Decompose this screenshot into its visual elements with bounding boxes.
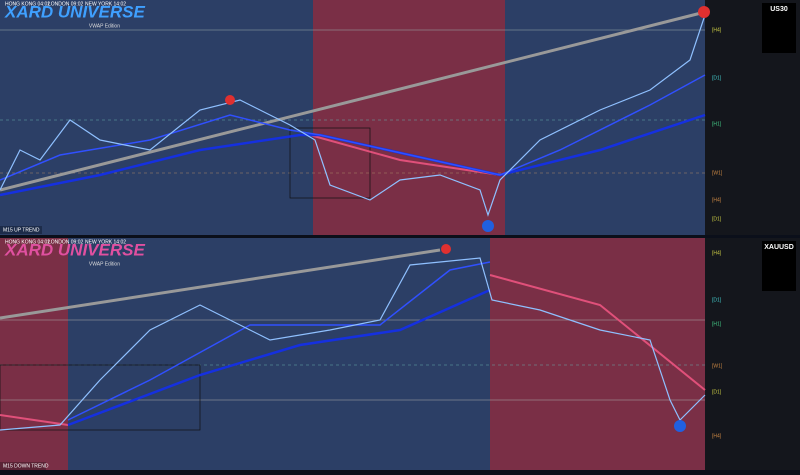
trend-label: M15 UP TREND (3, 227, 40, 233)
subtitle: VWAP Edition (89, 23, 120, 29)
range-box (0, 364, 201, 431)
price-line (0, 14, 706, 217)
session-label: HONG KONG 04:02 (5, 239, 50, 245)
signal-icon (698, 6, 710, 18)
session-zone (0, 0, 313, 235)
ma-line (67, 288, 491, 427)
range-box (289, 127, 371, 199)
price-line (0, 257, 706, 431)
level-label: [W1] (712, 363, 723, 369)
ma-line (309, 134, 501, 176)
title: XARD UNIVERSE (4, 240, 145, 259)
trend-line (0, 248, 441, 320)
ma-line (489, 274, 706, 391)
level-label: [D1] (712, 297, 722, 303)
session-zone (313, 0, 505, 235)
bottom-panel: HONG KONG 04:02 LONDON 09:02 NEW YORK 14… (0, 238, 800, 470)
signal-icon (225, 95, 235, 105)
trend-badge (0, 462, 46, 470)
ma-line (0, 113, 706, 197)
session-label: NEW YORK 14:02 (85, 239, 126, 245)
level-label: [H4] (712, 197, 722, 203)
level-label: [D1] (712, 389, 722, 395)
level-label: [D1] (712, 75, 722, 81)
ma-line (0, 414, 69, 426)
level-label: [H1] (712, 121, 722, 127)
level-label: [W1] (712, 170, 723, 176)
level-label: [H4] (712, 27, 722, 33)
symbol: US30 (770, 6, 788, 13)
trend-badge (0, 226, 42, 234)
info-panel (762, 3, 796, 53)
subtitle: VWAP Edition (89, 261, 120, 267)
level-label: [H1] (712, 321, 722, 327)
info-panel (762, 241, 796, 291)
signal-icon (482, 220, 494, 232)
level-label: [D1] (712, 216, 722, 222)
session-zone (490, 238, 705, 470)
ma-line (0, 74, 706, 181)
session-zone (505, 0, 705, 235)
top-panel: HONG KONG 04:02 LONDON 09:02 NEW YORK 14… (0, 0, 800, 235)
session-label: NEW YORK 14:02 (85, 1, 126, 7)
trend-line (0, 10, 706, 192)
title: XARD UNIVERSE (4, 2, 145, 21)
session-label: LONDON 09:02 (48, 239, 84, 245)
signal-icon (441, 244, 451, 254)
level-label: [H4] (712, 433, 722, 439)
session-zone (68, 238, 490, 470)
session-label: HONG KONG 04:02 (5, 1, 50, 7)
level-label: [H4] (712, 250, 722, 256)
symbol: XAUUSD (764, 244, 794, 251)
signal-icon (674, 420, 686, 432)
ma-line (67, 261, 491, 421)
session-zone (0, 238, 68, 470)
trend-label: M15 DOWN TREND (3, 463, 49, 469)
session-label: LONDON 09:02 (48, 1, 84, 7)
